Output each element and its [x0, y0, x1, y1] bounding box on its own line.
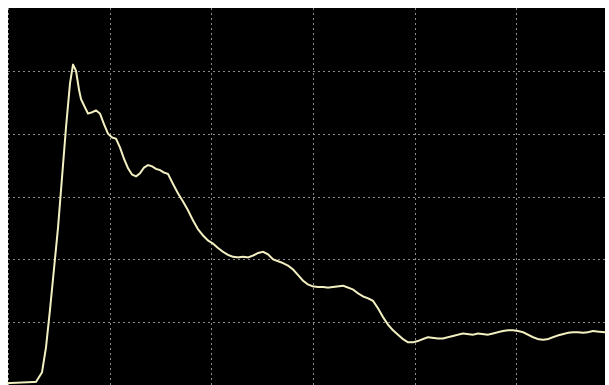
plot-background — [8, 8, 605, 385]
signal-trace — [7, 63, 606, 385]
